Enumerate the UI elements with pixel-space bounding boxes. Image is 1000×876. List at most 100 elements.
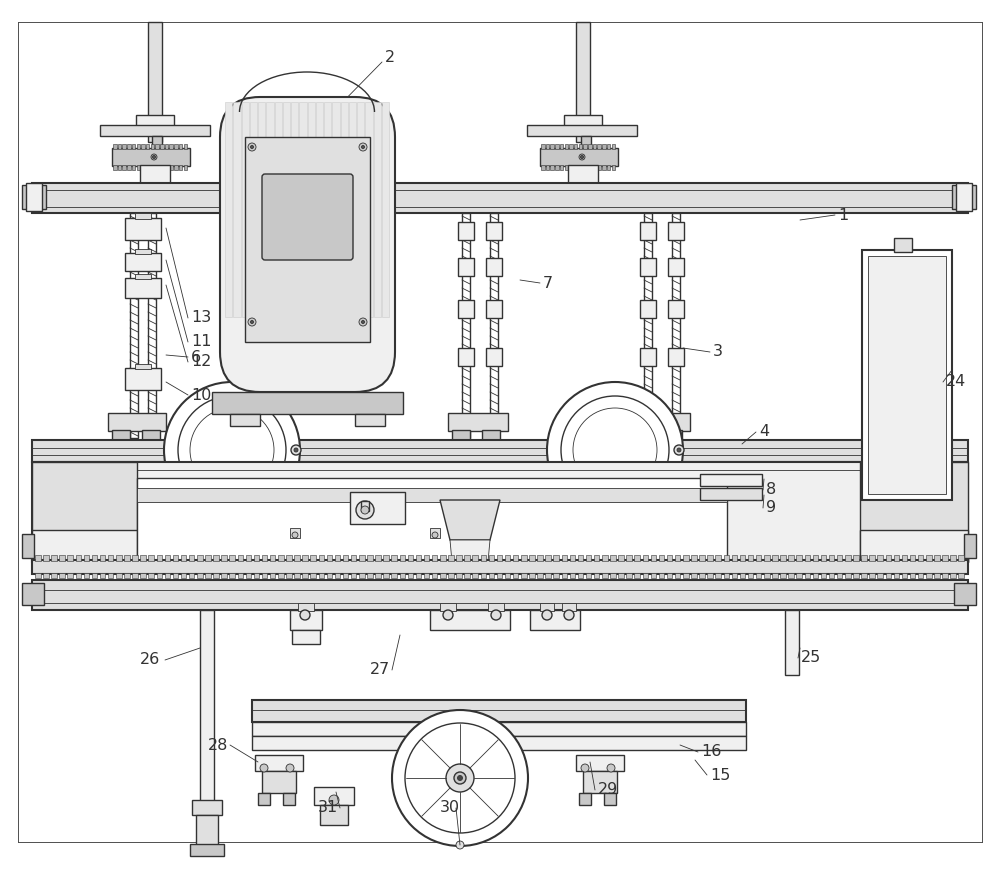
Bar [324,102,331,317]
Bar [408,555,413,561]
Bar [868,256,946,494]
Bar [156,573,162,578]
Bar [564,165,568,170]
Bar [197,573,202,578]
Bar [151,165,154,170]
Bar [112,148,190,166]
Bar [314,787,354,805]
Bar [51,573,57,578]
Bar [489,573,494,578]
Circle shape [491,610,501,620]
Bar [550,165,554,170]
Bar [291,102,298,317]
Bar [588,165,592,170]
Text: 29: 29 [598,782,618,797]
Bar [486,348,502,366]
Bar [488,603,504,611]
Bar [67,555,73,561]
Bar [197,555,202,561]
Bar [480,555,486,561]
Circle shape [446,764,474,792]
Text: 6: 6 [191,350,201,364]
Bar [181,573,186,578]
Bar [691,555,697,561]
Bar [546,165,549,170]
Bar [367,555,373,561]
Bar [910,573,915,578]
Bar [862,250,952,500]
Bar [213,573,219,578]
Bar [788,573,794,578]
Bar [152,136,162,152]
Bar [310,555,316,561]
Bar [125,368,161,390]
Circle shape [547,382,683,518]
Bar [540,148,618,166]
Bar [298,603,314,611]
Bar [570,573,575,578]
Bar [308,102,315,317]
Bar [675,555,680,561]
Text: 9: 9 [766,500,776,515]
Bar [383,555,389,561]
Bar [92,573,97,578]
Bar [462,213,470,438]
Bar [391,555,397,561]
Bar [683,573,688,578]
Text: 31: 31 [318,801,338,816]
Bar [560,165,563,170]
Bar [926,573,932,578]
Bar [952,185,976,209]
Bar [894,238,912,252]
Bar [400,555,405,561]
Circle shape [362,321,364,323]
Bar [140,573,146,578]
Bar [740,555,745,561]
Bar [230,414,260,426]
Bar [780,573,786,578]
Bar [740,440,776,448]
Bar [821,573,826,578]
Bar [351,555,356,561]
Bar [156,555,162,561]
Bar [125,278,161,298]
Bar [212,392,403,414]
Bar [724,573,729,578]
Bar [458,222,474,240]
Text: 13: 13 [191,310,211,326]
Polygon shape [440,500,500,540]
Bar [537,573,543,578]
Bar [35,573,40,578]
Circle shape [392,710,528,846]
Bar [59,555,65,561]
Bar [343,573,348,578]
Bar [513,573,518,578]
Circle shape [248,143,256,151]
Bar [902,555,907,561]
Bar [886,573,891,578]
Bar [700,474,762,486]
Bar [22,534,34,558]
Bar [668,300,684,318]
Bar [35,555,40,561]
Bar [853,573,859,578]
Bar [564,144,568,149]
Bar [458,300,474,318]
Bar [578,555,583,561]
Bar [602,573,608,578]
Bar [732,555,737,561]
Bar [258,102,265,317]
Bar [732,573,737,578]
Bar [250,102,257,317]
Text: 16: 16 [701,745,721,759]
Bar [132,144,135,149]
Bar [829,573,834,578]
Bar [618,573,624,578]
Bar [579,144,582,149]
Bar [950,573,956,578]
Bar [225,102,232,317]
Bar [642,555,648,561]
Bar [148,22,162,142]
Text: 12: 12 [191,355,211,370]
Circle shape [151,154,157,160]
